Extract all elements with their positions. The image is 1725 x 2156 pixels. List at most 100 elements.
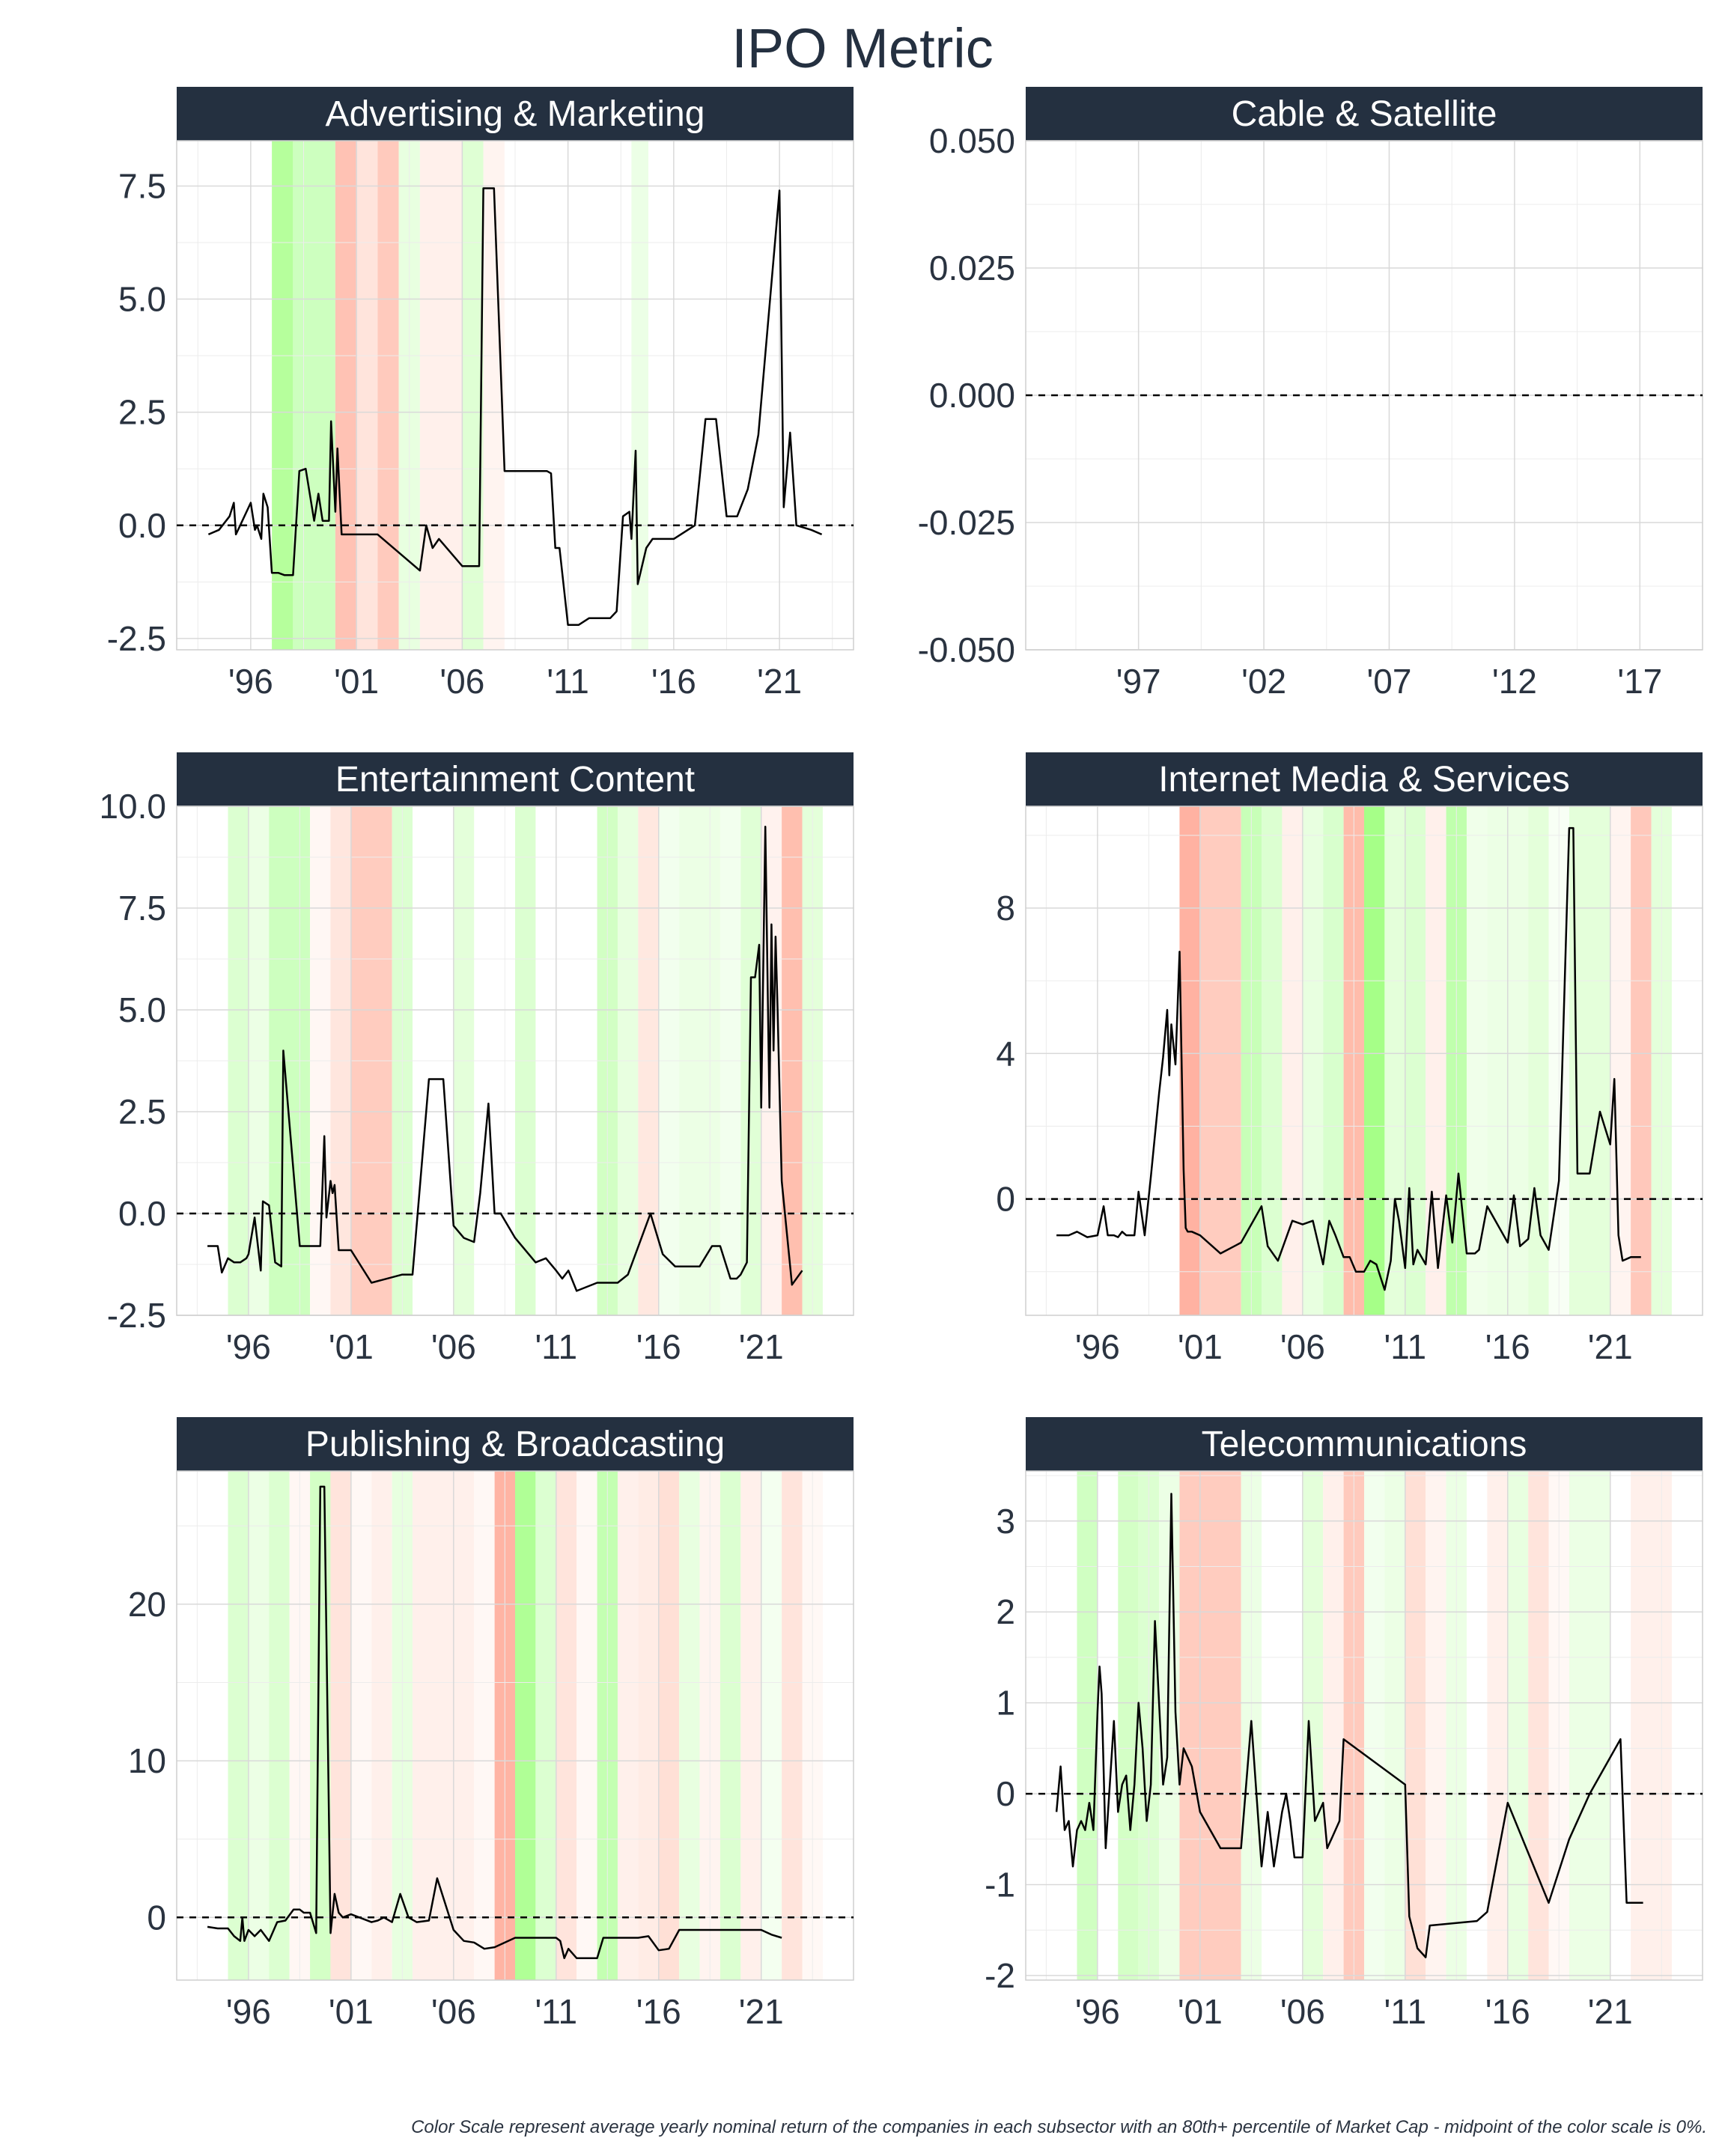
return-band — [761, 1471, 782, 1980]
return-band — [535, 1471, 556, 1980]
y-tick-label: 10 — [128, 1741, 166, 1780]
return-band — [419, 141, 463, 650]
return-band — [356, 141, 378, 650]
return-band — [782, 1471, 803, 1980]
y-tick-label: -2.5 — [107, 1296, 166, 1335]
x-tick-label: '16 — [636, 1327, 681, 1366]
figure-title: IPO Metric — [731, 17, 994, 79]
footnote: Color Scale represent average yearly nom… — [411, 2117, 1707, 2137]
x-tick-label: '06 — [439, 662, 484, 701]
x-tick-label: '97 — [1116, 662, 1161, 701]
return-band — [1405, 806, 1426, 1315]
ipo-metric-line — [1055, 1493, 1643, 1958]
return-band — [1426, 1471, 1446, 1980]
return-band — [740, 1471, 761, 1980]
y-tick-label: 2 — [996, 1592, 1015, 1631]
return-band — [1323, 1471, 1344, 1980]
return-band — [631, 141, 648, 650]
y-tick-label: 20 — [128, 1585, 166, 1624]
return-band — [1507, 1471, 1529, 1980]
return-band — [576, 1471, 597, 1980]
return-band — [293, 141, 335, 650]
x-tick-label: '02 — [1241, 662, 1286, 701]
y-tick-label: 0.025 — [929, 249, 1015, 287]
return-band — [719, 1471, 741, 1980]
return-band — [1199, 806, 1241, 1315]
plot-advertising-and-marketing: -2.5 0.0 2.5 5.0 7.5 '96 '01 '06 '11 '16 '21 — [107, 140, 854, 701]
return-band — [371, 1471, 392, 1980]
return-band — [1118, 1471, 1139, 1980]
x-tick-label: '11 — [1384, 1327, 1427, 1366]
return-band — [679, 1471, 700, 1980]
return-band — [1282, 806, 1303, 1315]
panel-border — [176, 140, 854, 651]
facet-strip-advertising-and-marketing: Advertising & Marketing — [177, 87, 854, 141]
x-tick-label: '96 — [226, 1992, 271, 2031]
x-tick-label: '21 — [1588, 1992, 1633, 2031]
y-tick-label: 1 — [996, 1684, 1015, 1723]
return-band — [1631, 1471, 1672, 1980]
return-band — [658, 1471, 680, 1980]
ipo-metric-line — [207, 187, 823, 627]
panel-border — [176, 1470, 854, 1981]
x-tick-label: '01 — [334, 662, 379, 701]
y-tick-label: -2.5 — [107, 619, 166, 658]
facet-strip-telecommunications: Telecommunications — [1026, 1417, 1703, 1471]
x-tick-label: '16 — [651, 662, 696, 701]
y-tick-label: 5.0 — [118, 280, 166, 319]
facet-strip-internet-media-and-services: Internet Media & Services — [1026, 752, 1703, 806]
facet-strip-publishing-and-broadcasting: Publishing & Broadcasting — [177, 1417, 854, 1471]
y-tick-label: 2.5 — [118, 393, 166, 432]
x-tick-label: '11 — [547, 662, 589, 701]
y-tick-label: -1 — [985, 1866, 1015, 1904]
y-tick-label: 0.050 — [929, 121, 1015, 160]
y-tick-label: 5.0 — [118, 990, 166, 1029]
ipo-metric-line — [207, 825, 803, 1292]
return-band — [1384, 806, 1405, 1315]
panel-border — [176, 806, 854, 1316]
x-tick-label: '01 — [1178, 1992, 1223, 2031]
y-tick-label: 10.0 — [99, 787, 166, 826]
y-tick-label: 7.5 — [118, 889, 166, 928]
return-band — [1179, 806, 1200, 1315]
return-band — [638, 1471, 659, 1980]
y-tick-label: -2 — [985, 1956, 1015, 1995]
x-tick-label: '11 — [535, 1327, 578, 1366]
y-tick-label: -0.025 — [918, 503, 1015, 542]
return-band — [1631, 806, 1652, 1315]
y-tick-label: 0.000 — [929, 376, 1015, 415]
y-tick-label: 0 — [996, 1180, 1015, 1219]
x-tick-label: '16 — [636, 1992, 681, 2031]
return-band — [474, 1471, 495, 1980]
return-band — [1364, 806, 1385, 1315]
return-band — [1364, 1471, 1385, 1980]
return-band — [1466, 806, 1488, 1315]
return-band — [1528, 806, 1549, 1315]
x-tick-label: '96 — [228, 662, 273, 701]
x-tick-label: '17 — [1617, 662, 1662, 701]
x-tick-label: '21 — [757, 662, 802, 701]
return-band — [1610, 806, 1631, 1315]
y-tick-label: 0 — [996, 1774, 1015, 1813]
plot-telecommunications: -2 -1 0 1 2 3 '96 '01 '06 '11 '16 '21 — [985, 1470, 1703, 2031]
facet-strip-cable-and-satellite: Cable & Satellite — [1026, 87, 1703, 141]
x-tick-label: '12 — [1492, 662, 1537, 701]
plot-internet-media-and-services: 0 4 8 '96 '01 '06 '11 '16 '21 — [996, 806, 1703, 1366]
y-tick-label: 4 — [996, 1034, 1015, 1073]
y-tick-label: 8 — [996, 889, 1015, 928]
return-band — [413, 1471, 475, 1980]
x-tick-label: '06 — [1280, 1327, 1325, 1366]
facet-strip-entertainment-content: Entertainment Content — [177, 752, 854, 806]
plot-entertainment-content: -2.5 0.0 2.5 5.0 7.5 10.0 '96 '01 '06 '11 '16 '21 — [99, 787, 854, 1366]
x-tick-label: '01 — [329, 1992, 374, 2031]
x-tick-label: '96 — [1075, 1327, 1120, 1366]
return-band — [1528, 1471, 1549, 1980]
x-tick-label: '21 — [739, 1327, 784, 1366]
x-tick-label: '01 — [329, 1327, 374, 1366]
return-band — [377, 141, 399, 650]
x-tick-label: '06 — [1280, 1992, 1325, 2031]
ipo-metric-line — [207, 1485, 782, 1959]
panel-border — [1025, 1470, 1703, 1981]
y-tick-label: 0.0 — [118, 506, 166, 545]
return-band — [1487, 1471, 1508, 1980]
